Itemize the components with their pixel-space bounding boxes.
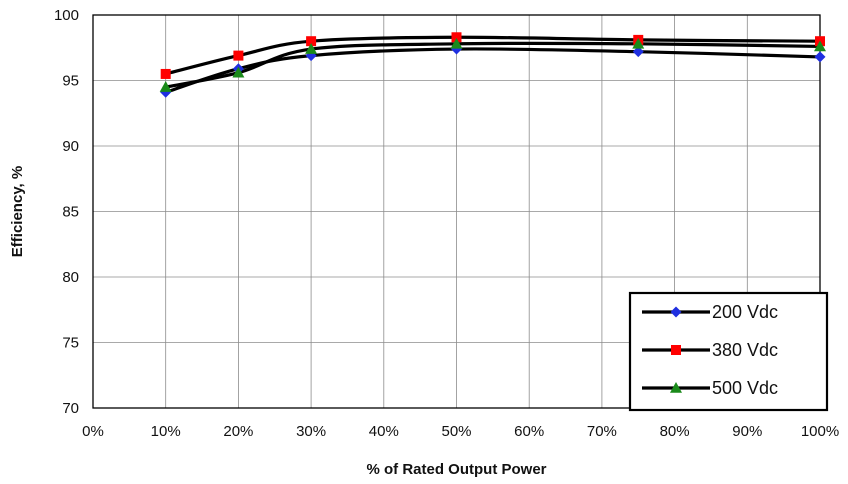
data-point-marker xyxy=(632,46,644,58)
data-point-marker xyxy=(233,50,244,61)
y-tick-label: 70 xyxy=(62,400,79,417)
x-tick-label: 100% xyxy=(801,423,839,440)
x-tick-label: 10% xyxy=(151,423,181,440)
x-tick-label: 20% xyxy=(223,423,253,440)
legend-label: 500 Vdc xyxy=(712,378,778,398)
y-tick-label: 90 xyxy=(62,138,79,155)
x-tick-label: 0% xyxy=(82,423,104,440)
data-point-marker xyxy=(306,36,317,47)
data-point-marker xyxy=(159,81,172,92)
y-tick-label: 95 xyxy=(62,73,79,90)
x-tick-label: 70% xyxy=(587,423,617,440)
y-tick-label: 85 xyxy=(62,204,79,221)
series-markers xyxy=(159,32,826,98)
legend: 200 Vdc 380 Vdc 500 Vdc xyxy=(628,291,829,412)
data-point-marker xyxy=(814,51,826,63)
y-tick-label: 100 xyxy=(54,7,79,24)
legend-label: 200 Vdc xyxy=(712,302,778,322)
plot-area xyxy=(92,14,821,409)
x-tick-label: 60% xyxy=(514,423,544,440)
data-point-marker xyxy=(305,43,318,54)
y-tick-labels: 70 75 80 85 90 95 100 xyxy=(54,7,79,417)
data-point-marker xyxy=(451,32,462,43)
x-axis-title: % of Rated Output Power xyxy=(367,461,547,478)
legend-marker xyxy=(670,382,682,393)
data-point-marker xyxy=(632,37,645,49)
x-tick-labels: 0% 10% 20% 30% 40% 50% 60% 70% 80% 90% 100% xyxy=(82,423,839,440)
y-tick-label: 80 xyxy=(62,269,79,286)
x-tick-label: 90% xyxy=(732,423,762,440)
legend-marker xyxy=(671,345,681,355)
legend-label: 380 Vdc xyxy=(712,340,778,360)
data-point-marker xyxy=(814,40,826,52)
legend-marker xyxy=(670,306,682,318)
series-line-0 xyxy=(164,47,822,94)
x-tick-label: 30% xyxy=(296,423,326,440)
x-tick-label: 40% xyxy=(369,423,399,440)
x-tick-label: 80% xyxy=(660,423,690,440)
x-tick-label: 50% xyxy=(441,423,471,440)
y-tick-label: 75 xyxy=(62,335,79,352)
series-lines xyxy=(164,35,822,94)
data-point-marker xyxy=(450,37,463,49)
y-axis-title: Efficiency, % xyxy=(9,166,26,257)
data-point-marker xyxy=(232,66,245,78)
data-point-marker xyxy=(160,68,171,79)
